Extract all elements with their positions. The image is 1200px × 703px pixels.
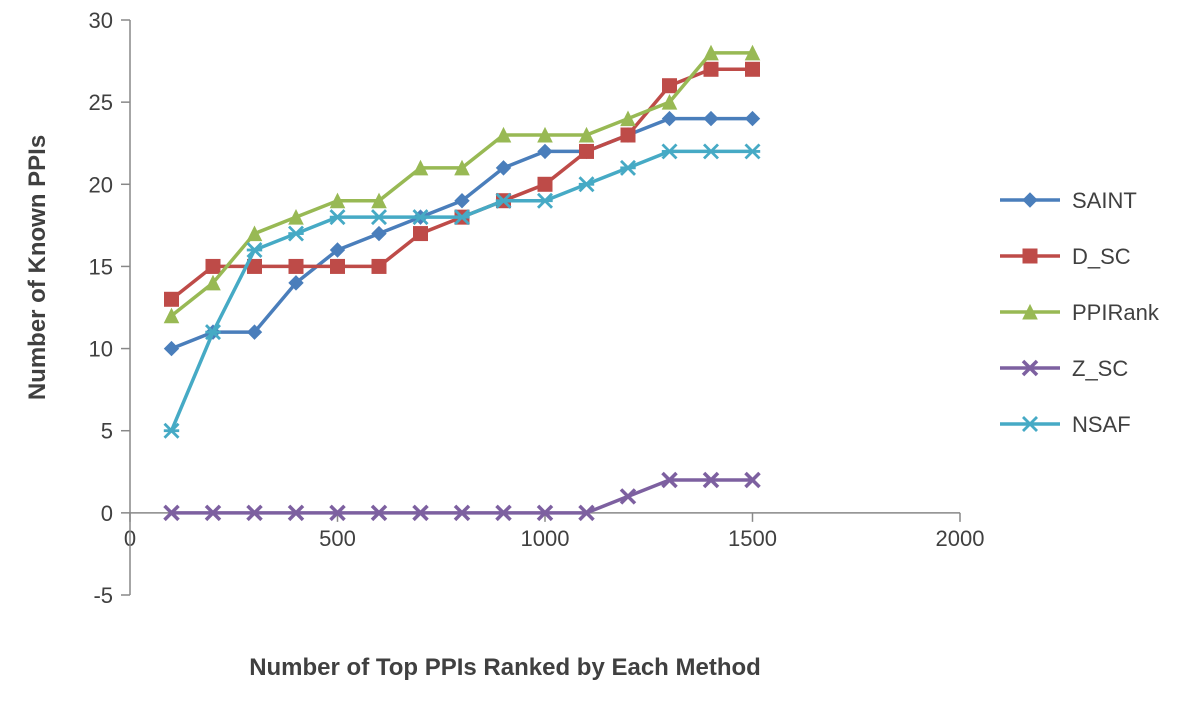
svg-text:2000: 2000 (936, 526, 985, 551)
svg-text:15: 15 (89, 254, 113, 279)
chart-svg: 0 500 1000 1500 2000 Number of Top PPIs Ranke… (0, 0, 1200, 703)
svg-text:NSAF: NSAF (1072, 412, 1131, 437)
svg-text:25: 25 (89, 90, 113, 115)
svg-text:5: 5 (101, 419, 113, 444)
svg-text:10: 10 (89, 337, 113, 362)
svg-text:1500: 1500 (728, 526, 777, 551)
svg-text:Z_SC: Z_SC (1072, 356, 1128, 381)
svg-text:Number of Known PPIs: Number of Known PPIs (24, 135, 51, 400)
svg-text:PPIRank: PPIRank (1072, 300, 1160, 325)
svg-text:SAINT: SAINT (1072, 188, 1137, 213)
svg-text:500: 500 (319, 526, 356, 551)
svg-text:D_SC: D_SC (1072, 244, 1131, 269)
svg-text:-5: -5 (93, 583, 113, 608)
svg-text:Number of Top PPIs Ranked by E: Number of Top PPIs Ranked by Each Method (249, 654, 761, 681)
svg-text:30: 30 (89, 8, 113, 33)
svg-text:0: 0 (101, 501, 113, 526)
svg-text:20: 20 (89, 172, 113, 197)
line-chart: 0 500 1000 1500 2000 Number of Top PPIs Ranke… (0, 0, 1200, 703)
svg-text:1000: 1000 (521, 526, 570, 551)
